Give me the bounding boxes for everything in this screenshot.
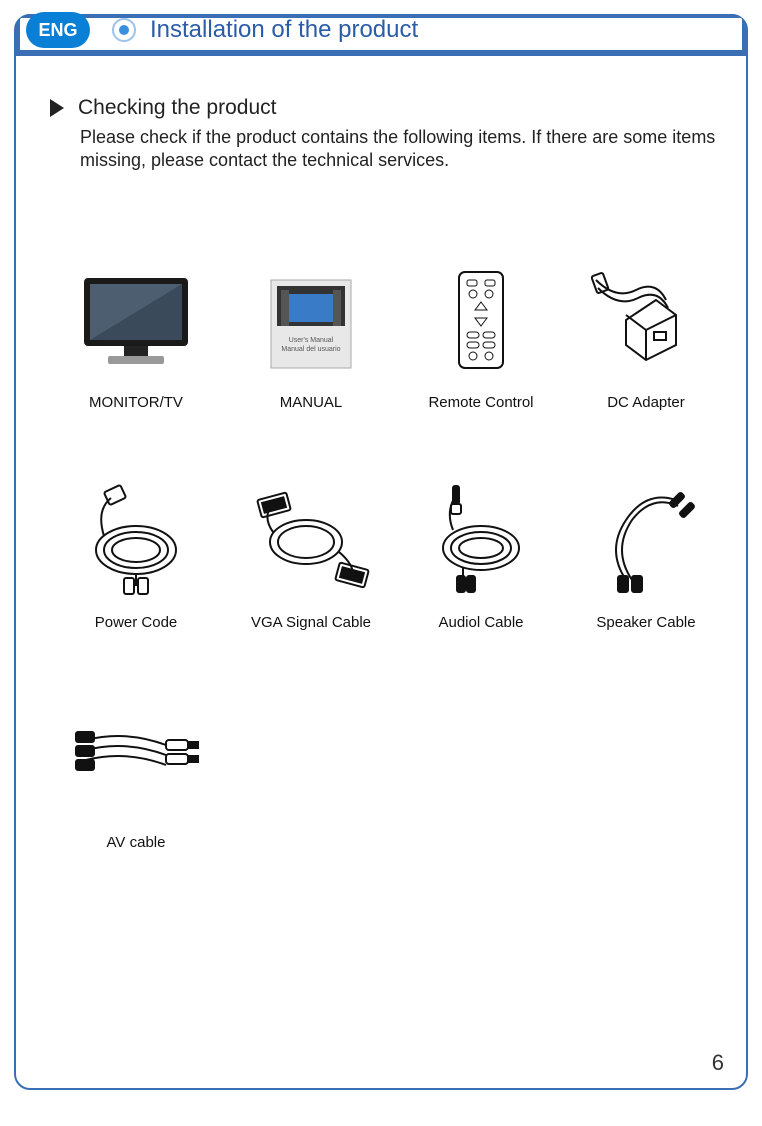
page-number: 6	[712, 1050, 724, 1076]
item-cell: Power Code	[46, 461, 226, 631]
header-inner: ENG Installation of the product	[20, 18, 742, 52]
section-heading-row: Checking the product	[46, 96, 716, 120]
items-grid: MONITOR/TV User's Manual Manual del usua…	[46, 241, 716, 851]
item-cell: User's Manual Manual del usuario MANUAL	[226, 241, 396, 411]
triangle-bullet-icon	[50, 99, 64, 117]
item-label: Audiol Cable	[438, 614, 523, 631]
powercord-icon	[66, 480, 206, 600]
speaker-icon	[576, 480, 716, 600]
audio-icon	[411, 480, 551, 600]
svg-text:Manual del usuario: Manual del usuario	[281, 346, 340, 353]
item-cell: VGA Signal Cable	[226, 461, 396, 631]
item-cell: DC Adapter	[566, 241, 726, 411]
item-cell: AV cable	[46, 681, 226, 851]
manual-icon: User's Manual Manual del usuario	[241, 260, 381, 380]
item-label: VGA Signal Cable	[251, 614, 371, 631]
language-badge: ENG	[26, 12, 90, 48]
section-heading: Checking the product	[78, 96, 276, 120]
item-label: AV cable	[107, 834, 166, 851]
remote-icon	[411, 260, 551, 380]
item-label: DC Adapter	[607, 394, 685, 411]
page-frame: ENG Installation of the product Checking…	[14, 14, 748, 1090]
header-bar: ENG Installation of the product	[16, 14, 746, 56]
av-icon	[66, 700, 206, 820]
nav-bullet-icon	[112, 18, 136, 42]
adapter-icon	[576, 260, 716, 380]
item-label: Speaker Cable	[596, 614, 695, 631]
item-cell: Speaker Cable	[566, 461, 726, 631]
item-label: Power Code	[95, 614, 178, 631]
item-label: MANUAL	[280, 394, 343, 411]
content-area: Checking the product Please check if the…	[46, 96, 716, 851]
item-cell: Audiol Cable	[396, 461, 566, 631]
svg-text:User's Manual: User's Manual	[289, 337, 334, 344]
vga-icon	[241, 480, 381, 600]
item-label: MONITOR/TV	[89, 394, 183, 411]
item-label: Remote Control	[428, 394, 533, 411]
item-cell: MONITOR/TV	[46, 241, 226, 411]
monitor-icon	[66, 260, 206, 380]
item-cell: Remote Control	[396, 241, 566, 411]
page-title: Installation of the product	[150, 16, 418, 44]
section-description: Please check if the product contains the…	[80, 126, 716, 171]
